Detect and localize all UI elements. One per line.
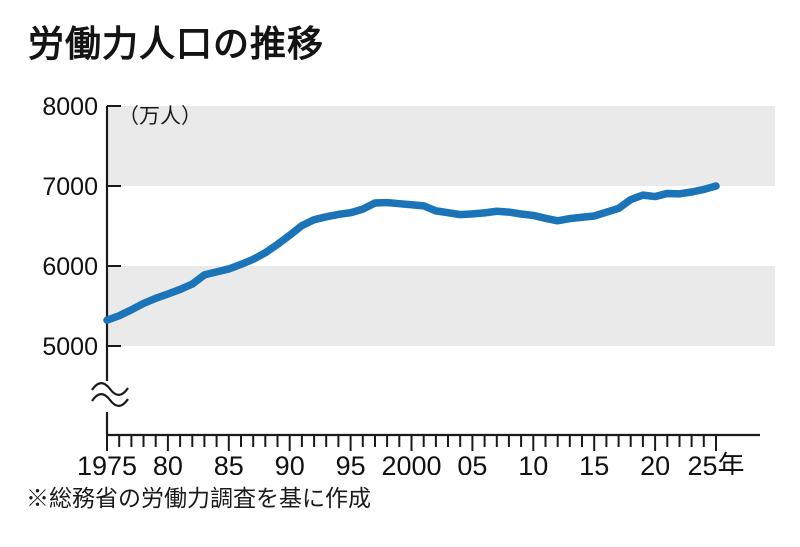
axis-break-icon [91, 382, 129, 407]
y-tick-label: 7000 [42, 173, 98, 201]
x-tick-label: 10 [518, 451, 548, 475]
y-tick-label: 8000 [42, 93, 98, 121]
x-tick-labels: 1975 80 85 90 95 2000 05 10 15 20 25年 [77, 451, 745, 475]
shaded-band-5000-6000 [107, 266, 775, 346]
x-tick-label: 25年 [687, 451, 744, 475]
y-tick-marks [107, 105, 121, 347]
x-tick-label: 20 [640, 451, 670, 475]
page-title: 労働力人口の推移 [28, 24, 325, 65]
x-tick-label: 05 [457, 451, 487, 475]
shaded-bands [107, 106, 775, 346]
series-line-labor-force [103, 182, 720, 324]
x-tick-label: 85 [214, 451, 244, 475]
x-tick-label: 90 [275, 451, 305, 475]
source-note: ※総務省の労働力調査を基に作成 [26, 486, 371, 512]
y-tick-label: 5000 [42, 333, 98, 361]
x-tick-label: 15 [579, 451, 609, 475]
y-tick-labels: 8000 7000 6000 5000 [42, 93, 98, 361]
x-tick-label: 2000 [381, 451, 441, 475]
shaded-band-7000-8000 [107, 106, 775, 186]
y-axis-unit-label: （万人） [118, 104, 202, 128]
series-group [103, 182, 720, 324]
y-tick-label: 6000 [42, 253, 98, 281]
line-chart-plot: 8000 7000 6000 5000 （万人） 1975 80 85 90 95 200… [42, 93, 775, 475]
x-tick-label: 95 [336, 451, 366, 475]
x-tick-marks [106, 435, 717, 451]
x-tick-label: 1975 [77, 451, 137, 475]
x-tick-label: 80 [153, 451, 183, 475]
